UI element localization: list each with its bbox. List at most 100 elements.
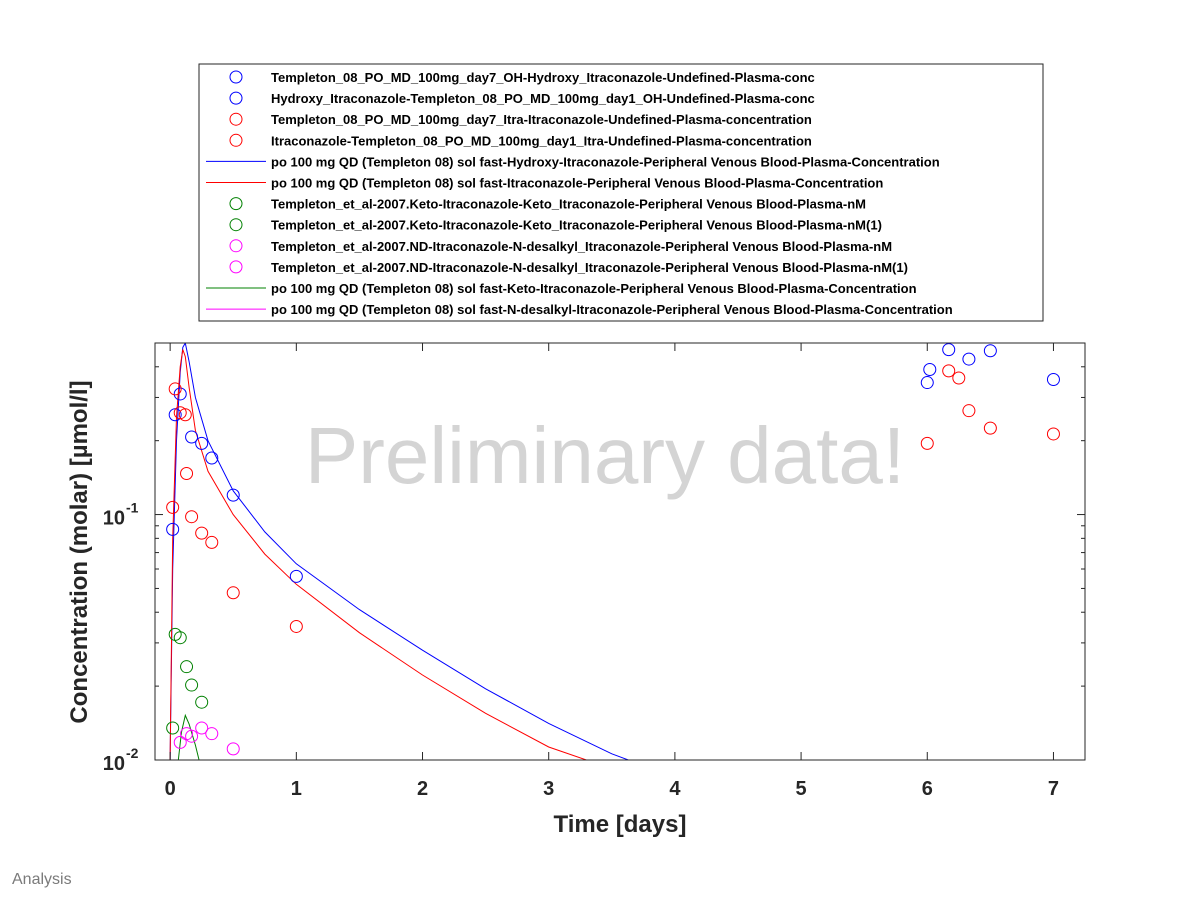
data-point-series-6 bbox=[166, 721, 180, 735]
data-point-series-0 bbox=[923, 362, 937, 376]
legend-entry: po 100 mg QD (Templeton 08) sol fast-Itr… bbox=[206, 176, 883, 191]
legend-marker-swatch bbox=[229, 91, 243, 105]
legend-entry: Itraconazole-Templeton_08_PO_MD_100mg_da… bbox=[229, 133, 812, 148]
data-point-series-0 bbox=[983, 344, 997, 358]
data-point-series-1 bbox=[185, 430, 199, 444]
data-point-series-1 bbox=[289, 569, 303, 583]
data-point-series-8 bbox=[173, 735, 187, 749]
data-point-series-3 bbox=[289, 619, 303, 633]
legend-label: po 100 mg QD (Templeton 08) sol fast-Itr… bbox=[271, 176, 883, 191]
data-point-series-6 bbox=[173, 631, 187, 645]
series-line-5 bbox=[169, 349, 588, 760]
legend-marker-swatch bbox=[229, 239, 243, 253]
legend-label: po 100 mg QD (Templeton 08) sol fast-Ket… bbox=[271, 281, 917, 296]
legend-label: Hydroxy_Itraconazole-Templeton_08_PO_MD_… bbox=[271, 91, 815, 106]
plot-background bbox=[155, 343, 1085, 760]
legend-label: Templeton_et_al-2007.Keto-Itraconazole-K… bbox=[271, 197, 866, 212]
legend-entry: Templeton_et_al-2007.ND-Itraconazole-N-d… bbox=[229, 260, 908, 275]
x-tick-label: 3 bbox=[543, 778, 554, 800]
data-point-series-3 bbox=[180, 466, 194, 480]
data-point-series-0 bbox=[920, 376, 934, 390]
legend-label: po 100 mg QD (Templeton 08) sol fast-N-d… bbox=[271, 302, 953, 317]
data-point-series-1 bbox=[226, 488, 240, 502]
data-point-series-8 bbox=[205, 727, 219, 741]
data-point-series-3 bbox=[168, 382, 182, 396]
data-point-series-2 bbox=[1046, 427, 1060, 441]
legend-label: Templeton_08_PO_MD_100mg_day7_OH-Hydroxy… bbox=[271, 70, 815, 85]
legend-entry: po 100 mg QD (Templeton 08) sol fast-Ket… bbox=[206, 281, 917, 296]
legend-entry: Templeton_08_PO_MD_100mg_day7_OH-Hydroxy… bbox=[229, 70, 815, 85]
data-point-series-6 bbox=[195, 695, 209, 709]
series-markers bbox=[166, 343, 1060, 756]
legend-marker-swatch bbox=[229, 112, 243, 126]
x-tick-label: 5 bbox=[796, 778, 807, 800]
series-line-4 bbox=[169, 343, 630, 760]
data-point-series-8 bbox=[195, 721, 209, 735]
data-point-series-0 bbox=[1046, 373, 1060, 387]
y-tick-label-exponent: -1 bbox=[126, 500, 139, 516]
data-point-series-1 bbox=[205, 451, 219, 465]
chart-legend: Templeton_08_PO_MD_100mg_day7_OH-Hydroxy… bbox=[198, 63, 1044, 322]
footer-analysis-label: Analysis bbox=[12, 871, 72, 888]
legend-marker-swatch bbox=[229, 218, 243, 232]
series-line-10 bbox=[177, 713, 200, 760]
x-tick-label: 7 bbox=[1048, 778, 1059, 800]
data-point-series-2 bbox=[952, 371, 966, 385]
x-tick-label: 0 bbox=[165, 778, 176, 800]
legend-marker-swatch bbox=[229, 70, 243, 84]
y-tick-label: 10 -2 bbox=[103, 745, 139, 775]
y-axis-ticks: 10-210-1 bbox=[103, 342, 1085, 775]
series-lines bbox=[169, 343, 630, 760]
legend-label: Templeton_et_al-2007.ND-Itraconazole-N-d… bbox=[271, 260, 908, 275]
legend-label: Templeton_08_PO_MD_100mg_day7_Itra-Itrac… bbox=[271, 112, 812, 127]
data-point-series-3 bbox=[226, 586, 240, 600]
data-point-series-6 bbox=[185, 678, 199, 692]
data-point-series-3 bbox=[205, 535, 219, 549]
data-point-series-2 bbox=[942, 364, 956, 378]
data-point-series-8 bbox=[226, 742, 240, 756]
plot-frame bbox=[154, 342, 1086, 761]
data-point-series-0 bbox=[962, 352, 976, 366]
data-point-series-6 bbox=[180, 660, 194, 674]
y-tick-label-base: 10 bbox=[103, 753, 125, 775]
data-point-series-1 bbox=[173, 387, 187, 401]
data-point-series-1 bbox=[166, 522, 180, 536]
y-axis-label: Concentration (molar) [µmol/l] bbox=[66, 380, 93, 723]
legend-label: Itraconazole-Templeton_08_PO_MD_100mg_da… bbox=[271, 133, 812, 148]
x-tick-label: 2 bbox=[417, 778, 428, 800]
data-point-series-8 bbox=[185, 729, 199, 743]
legend-label: Templeton_et_al-2007.Keto-Itraconazole-K… bbox=[271, 218, 882, 233]
legend-entry: Templeton_et_al-2007.ND-Itraconazole-N-d… bbox=[229, 239, 892, 254]
data-point-series-0 bbox=[942, 343, 956, 357]
data-point-series-1 bbox=[195, 436, 209, 450]
x-axis-label: Time [days] bbox=[554, 811, 687, 838]
legend-entry: Templeton_et_al-2007.Keto-Itraconazole-K… bbox=[229, 197, 866, 212]
data-point-series-3 bbox=[166, 500, 180, 514]
legend-marker-swatch bbox=[229, 133, 243, 147]
legend-entry: Templeton_08_PO_MD_100mg_day7_Itra-Itrac… bbox=[229, 112, 812, 127]
legend-marker-swatch bbox=[229, 197, 243, 211]
watermark-text: Preliminary data! bbox=[305, 411, 905, 500]
y-tick-label-base: 10 bbox=[103, 508, 125, 530]
y-tick-label-exponent: -2 bbox=[126, 745, 139, 761]
data-point-series-2 bbox=[962, 404, 976, 418]
legend-entry: po 100 mg QD (Templeton 08) sol fast-Hyd… bbox=[206, 154, 940, 169]
data-point-series-2 bbox=[983, 421, 997, 435]
x-tick-label: 1 bbox=[291, 778, 302, 800]
data-point-series-2 bbox=[920, 436, 934, 450]
data-point-series-3 bbox=[195, 526, 209, 540]
legend-label: Templeton_et_al-2007.ND-Itraconazole-N-d… bbox=[271, 239, 892, 254]
y-tick-label: 10 -1 bbox=[103, 500, 139, 530]
legend-entry: po 100 mg QD (Templeton 08) sol fast-N-d… bbox=[206, 302, 953, 317]
x-tick-label: 6 bbox=[922, 778, 933, 800]
legend-frame bbox=[198, 63, 1044, 322]
x-axis-ticks: 0 1 2 3 4 5 6 7 bbox=[165, 343, 1059, 800]
x-tick-label: 4 bbox=[669, 778, 681, 800]
legend-entry: Templeton_et_al-2007.Keto-Itraconazole-K… bbox=[229, 218, 882, 233]
data-point-series-3 bbox=[178, 408, 192, 422]
data-point-series-3 bbox=[185, 510, 199, 524]
legend-marker-swatch bbox=[229, 260, 243, 274]
legend-entry: Hydroxy_Itraconazole-Templeton_08_PO_MD_… bbox=[229, 91, 815, 106]
